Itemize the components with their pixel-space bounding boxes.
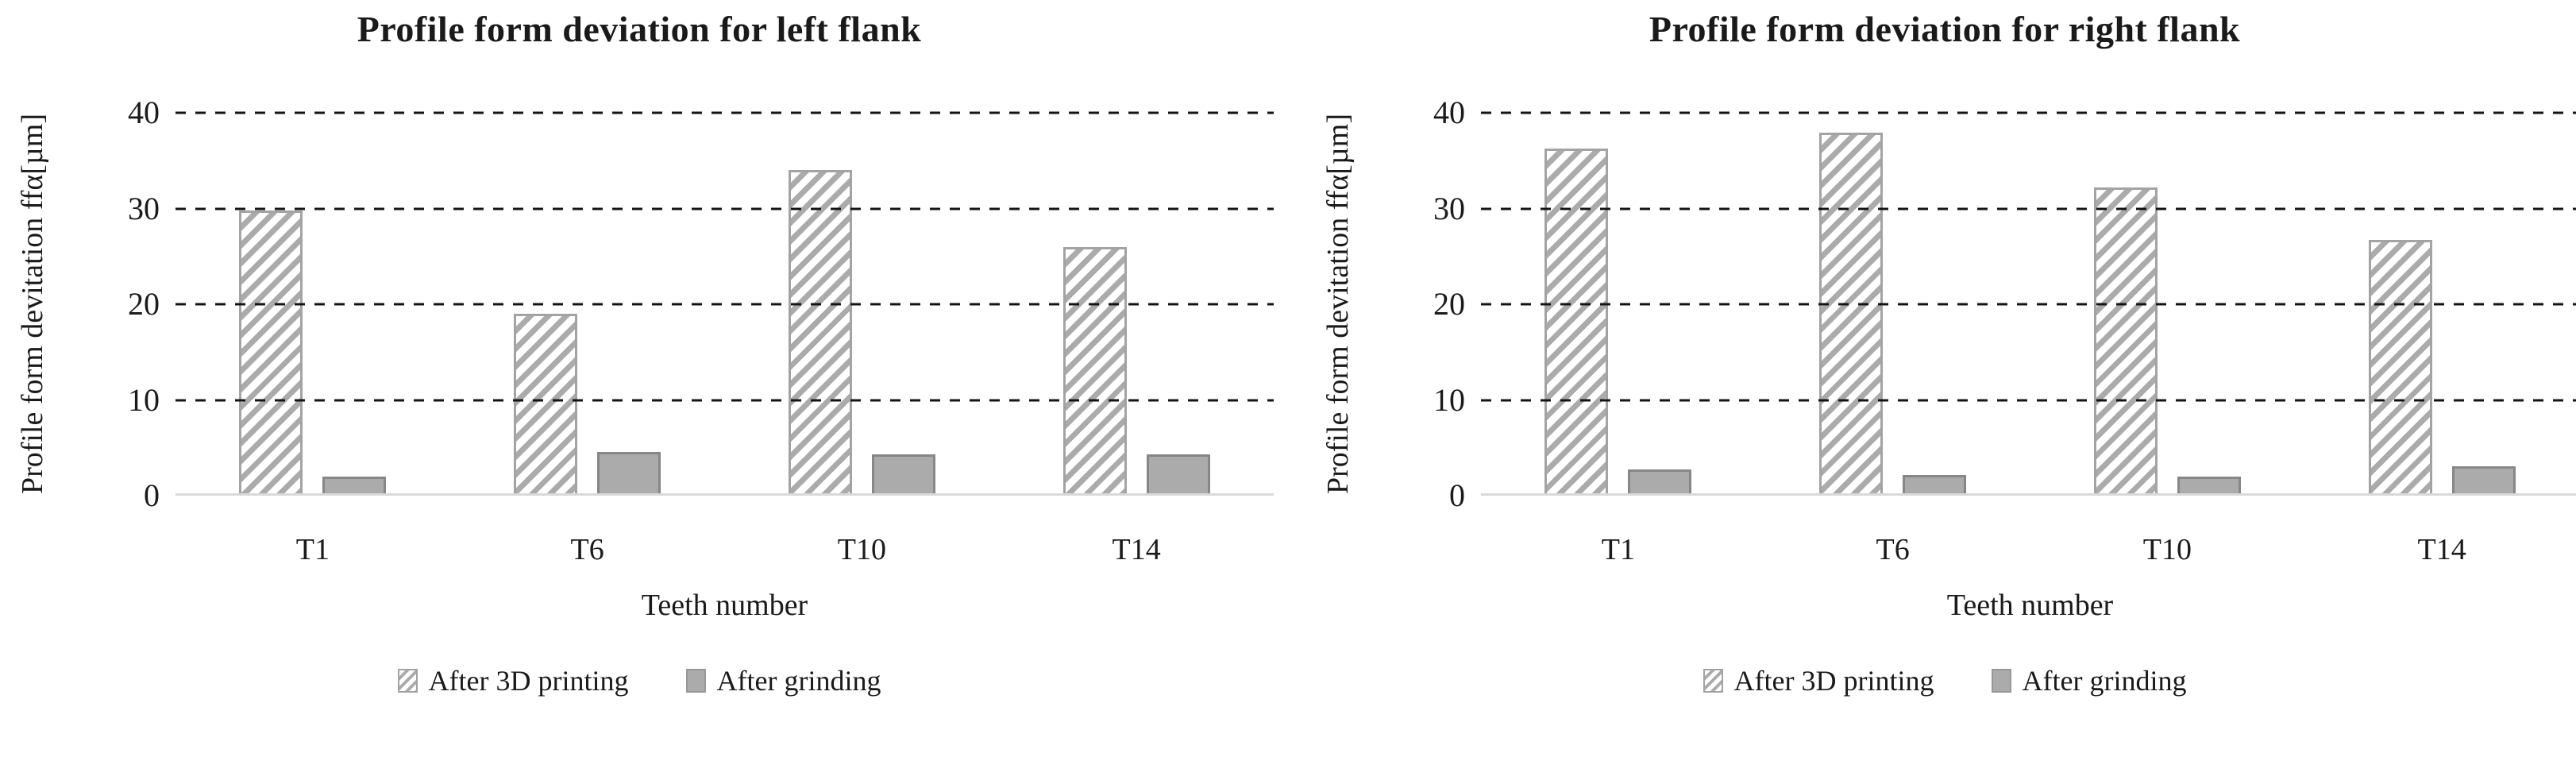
bar-after-3d-printing-t14 (1062, 246, 1127, 496)
plot-area (175, 111, 1274, 496)
legend-swatch-solid-icon (685, 669, 706, 693)
legend-swatch-solid-icon (1991, 669, 2011, 693)
gridline-40 (1481, 111, 2576, 114)
y-tick-label-0: 0 (1449, 477, 1465, 513)
gridline-10 (175, 399, 1274, 401)
chart-title: Profile form deviation for right flank (1649, 9, 2241, 49)
bar-group-t6 (1756, 113, 2030, 496)
x-tick-label-t1: T1 (295, 533, 330, 566)
x-tick-label-t1: T1 (1601, 533, 1635, 566)
bar-after-3d-printing-t1 (1544, 148, 1609, 496)
bar-group-t1 (175, 113, 450, 496)
y-tick-label-30: 30 (1433, 190, 1465, 226)
bar-after-grinding-t14 (1146, 454, 1210, 496)
legend-item-after-grinding: After grinding (685, 664, 881, 697)
figure-row: Profile form deviation for left flank Pr… (5, 0, 2576, 697)
chart-body: Profile form devitation ffα[µm] 0 10 20 30 4… (5, 97, 1274, 512)
bar-after-grinding-t1 (1628, 469, 1692, 496)
legend-label: After 3D printing (428, 665, 629, 697)
bar-after-grinding-t10 (871, 454, 935, 496)
bar-after-3d-printing-t10 (2093, 187, 2158, 496)
x-tick-label-t14: T14 (2417, 533, 2466, 566)
legend-item-after-3d-printing: After 3D printing (1703, 664, 1934, 697)
bar-group-t1 (1481, 113, 1756, 496)
x-tick-label-t6: T6 (570, 533, 604, 566)
y-tick-label-30: 30 (128, 190, 160, 226)
y-tick-label-40: 40 (128, 95, 160, 130)
y-tick-label-20: 20 (128, 286, 160, 322)
chart-title: Profile form deviation for left flank (357, 9, 922, 49)
bar-after-3d-printing-t14 (2368, 240, 2432, 496)
y-axis-label-text: Profile form devitation ffα[µm] (1321, 114, 1355, 495)
gridline-10 (1481, 399, 2576, 401)
bar-after-3d-printing-t6 (1819, 133, 1884, 496)
gridline-40 (175, 111, 1274, 114)
legend-label: After grinding (716, 665, 881, 697)
gridline-30 (1481, 207, 2576, 210)
chart-body: Profile form devitation ffα[µm] 0 10 20 30 4… (1310, 97, 2576, 512)
legend: After 3D printing After grinding (5, 664, 1274, 697)
chart-right-flank: Profile form deviation for right flank P… (1310, 0, 2576, 697)
x-axis-baseline (1481, 493, 2576, 496)
bar-after-3d-printing-t10 (788, 170, 852, 496)
bar-group-t10 (725, 113, 1000, 496)
legend-item-after-3d-printing: After 3D printing (397, 664, 629, 697)
y-tick-label-10: 10 (1433, 381, 1465, 418)
legend-label: After grinding (2022, 665, 2187, 697)
bar-after-3d-printing-t1 (239, 210, 303, 496)
legend-label: After 3D printing (1733, 665, 1934, 697)
bar-after-3d-printing-t6 (514, 314, 578, 496)
x-ticks: T1 T6 T10 T14 (175, 532, 1274, 567)
x-ticks: T1 T6 T10 T14 (1481, 532, 2576, 567)
y-tick-label-40: 40 (1433, 95, 1465, 130)
bar-after-grinding-t1 (322, 476, 387, 496)
x-tick-label-t10: T10 (2142, 533, 2192, 566)
bar-after-grinding-t14 (2451, 465, 2516, 496)
y-axis-label-text: Profile form devitation ffα[µm] (16, 114, 49, 495)
gridline-20 (175, 303, 1274, 306)
x-axis-label: Teeth number (1946, 589, 2114, 622)
y-tick-label-20: 20 (1433, 286, 1465, 322)
x-tick-label-t14: T14 (1112, 533, 1161, 566)
gridline-20 (1481, 303, 2576, 306)
bar-group-t14 (999, 113, 1274, 496)
legend-item-after-grinding: After grinding (1991, 664, 2187, 697)
chart-left-flank: Profile form deviation for left flank Pr… (5, 0, 1274, 697)
y-ticks: 0 10 20 30 40 (1366, 97, 1481, 512)
y-tick-label-0: 0 (144, 477, 160, 513)
y-ticks: 0 10 20 30 40 (60, 97, 175, 512)
legend-swatch-hatched-icon (397, 669, 418, 693)
x-axis-label: Teeth number (641, 589, 808, 622)
y-tick-label-10: 10 (128, 381, 160, 418)
bar-after-grinding-t6 (597, 451, 661, 496)
y-axis-label: Profile form devitation ffα[µm] (1310, 113, 1366, 496)
y-axis-label: Profile form devitation ffα[µm] (5, 113, 60, 496)
bar-group-t14 (2304, 113, 2576, 496)
legend-swatch-hatched-icon (1703, 669, 1723, 693)
x-tick-label-t10: T10 (837, 533, 886, 566)
x-tick-label-t6: T6 (1876, 533, 1910, 566)
gridline-30 (175, 207, 1274, 210)
plot-area (1481, 111, 2576, 496)
legend: After 3D printing After grinding (1310, 664, 2576, 697)
x-axis-baseline (175, 493, 1274, 496)
